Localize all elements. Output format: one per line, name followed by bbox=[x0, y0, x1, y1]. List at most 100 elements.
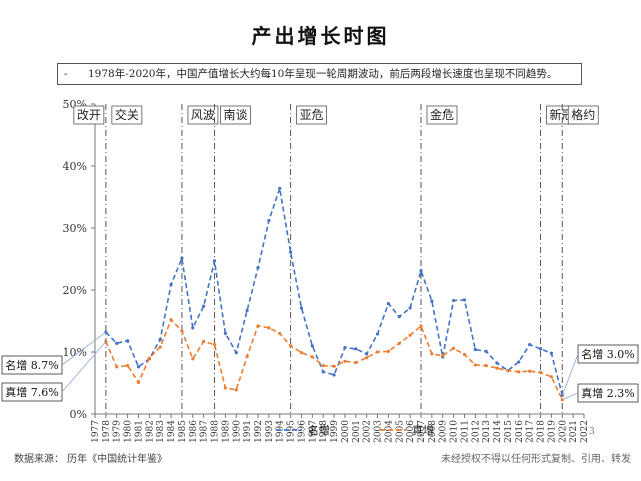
data-point bbox=[169, 318, 173, 322]
x-tick-label: 1998 bbox=[319, 420, 329, 443]
data-point bbox=[321, 364, 325, 368]
data-point bbox=[452, 346, 456, 350]
data-point bbox=[538, 370, 543, 375]
data-point bbox=[473, 347, 477, 352]
x-tick-label: 2007 bbox=[417, 420, 427, 443]
data-point bbox=[517, 360, 521, 364]
x-tick-label: 1999 bbox=[330, 420, 340, 443]
x-tick-label: 2015 bbox=[504, 420, 514, 443]
data-point bbox=[375, 332, 380, 336]
page-number: 3 bbox=[589, 427, 595, 437]
x-tick-label: 1991 bbox=[243, 420, 253, 443]
callout-label: 真增 7.6% bbox=[5, 385, 58, 399]
series-line-nominal bbox=[105, 188, 564, 396]
event-label: 亚危 bbox=[300, 108, 324, 122]
legend-label: 名增 bbox=[308, 423, 330, 437]
y-tick-label: 40% bbox=[63, 160, 87, 173]
callout-label: 名增 8.7% bbox=[5, 358, 58, 372]
data-source: 数据来源： 历年《中国统计年鉴》 bbox=[14, 454, 168, 465]
legend-label: 真增 bbox=[412, 423, 434, 437]
x-tick-label: 1993 bbox=[265, 420, 275, 443]
data-point bbox=[495, 366, 499, 370]
event-label: 格约 bbox=[571, 107, 595, 122]
x-tick-label: 2014 bbox=[493, 420, 503, 443]
note-text: 1978年-2020年，中国产值增长大约每10年呈现一轮周期波动，前后两段增长速… bbox=[88, 68, 558, 80]
callout-leader bbox=[61, 341, 107, 393]
data-point bbox=[191, 357, 195, 361]
x-tick-label: 2011 bbox=[460, 420, 470, 443]
data-point bbox=[484, 349, 488, 353]
data-point bbox=[462, 298, 467, 302]
data-point bbox=[212, 259, 217, 263]
data-point bbox=[245, 354, 249, 358]
x-tick-label: 2009 bbox=[439, 420, 449, 443]
x-tick-label: 1997 bbox=[308, 420, 318, 443]
x-tick-label: 2004 bbox=[384, 420, 394, 443]
x-tick-label: 2013 bbox=[482, 420, 492, 443]
data-point bbox=[430, 299, 434, 303]
x-tick-label: 1992 bbox=[254, 420, 264, 443]
data-point bbox=[180, 329, 184, 333]
data-point bbox=[158, 345, 162, 349]
x-tick-label: 2010 bbox=[450, 420, 460, 443]
data-point bbox=[115, 341, 119, 345]
event-label-box bbox=[567, 105, 599, 125]
data-point bbox=[473, 363, 477, 367]
x-tick-label: 2005 bbox=[395, 420, 405, 443]
x-tick-label: 1984 bbox=[167, 420, 177, 443]
x-tick-label: 2021 bbox=[569, 420, 579, 443]
x-tick-label: 1985 bbox=[178, 420, 188, 443]
data-point bbox=[299, 351, 304, 355]
data-point bbox=[397, 341, 401, 345]
data-point bbox=[386, 302, 390, 306]
y-tick-label: 0% bbox=[70, 408, 87, 421]
data-point bbox=[430, 352, 434, 356]
data-point bbox=[310, 344, 314, 348]
data-point bbox=[441, 354, 445, 358]
x-tick-label: 2012 bbox=[471, 420, 481, 443]
data-point bbox=[169, 282, 173, 287]
x-tick-label: 1983 bbox=[156, 420, 166, 443]
x-tick-label: 2003 bbox=[374, 420, 384, 443]
page-title: 产出增长时图 bbox=[251, 24, 390, 48]
data-point bbox=[528, 342, 532, 347]
x-tick-label: 1987 bbox=[200, 420, 210, 443]
event-label: 南谈 bbox=[224, 107, 248, 122]
event-label-box bbox=[187, 105, 219, 125]
series-line-real bbox=[105, 318, 564, 401]
x-tick-label: 2018 bbox=[537, 420, 547, 443]
data-point bbox=[343, 346, 347, 350]
event-label: 改开 bbox=[77, 108, 101, 122]
x-tick-label: 2001 bbox=[352, 420, 362, 443]
data-point bbox=[212, 342, 217, 347]
data-point bbox=[147, 356, 151, 360]
data-point bbox=[332, 373, 336, 377]
y-tick-label: 10% bbox=[63, 346, 87, 359]
event-label-box bbox=[220, 105, 251, 125]
data-point bbox=[528, 369, 532, 373]
data-point bbox=[343, 359, 347, 363]
data-point bbox=[202, 304, 206, 308]
data-point bbox=[549, 375, 554, 379]
data-point bbox=[365, 355, 369, 360]
data-point bbox=[538, 347, 543, 351]
data-point bbox=[115, 365, 119, 369]
copyright-notice: 未经授权不得以任何形式复制、引用、转发 bbox=[441, 454, 631, 465]
x-tick-label: 2016 bbox=[515, 420, 525, 443]
data-point bbox=[278, 331, 282, 335]
x-tick-label: 2017 bbox=[526, 420, 536, 443]
data-point bbox=[223, 331, 227, 335]
event-label: 新冠 bbox=[550, 107, 574, 122]
data-point bbox=[452, 298, 456, 303]
data-point bbox=[365, 352, 369, 356]
x-tick-label: 1977 bbox=[91, 420, 101, 443]
data-point bbox=[408, 333, 412, 337]
x-tick-label: 1980 bbox=[124, 420, 134, 443]
data-point bbox=[136, 365, 141, 369]
x-tick-label: 2019 bbox=[547, 420, 557, 443]
y-tick-label: 30% bbox=[63, 222, 87, 235]
data-point bbox=[354, 347, 358, 351]
x-tick-label: 2022 bbox=[580, 420, 590, 443]
x-tick-label: 2006 bbox=[406, 420, 416, 443]
